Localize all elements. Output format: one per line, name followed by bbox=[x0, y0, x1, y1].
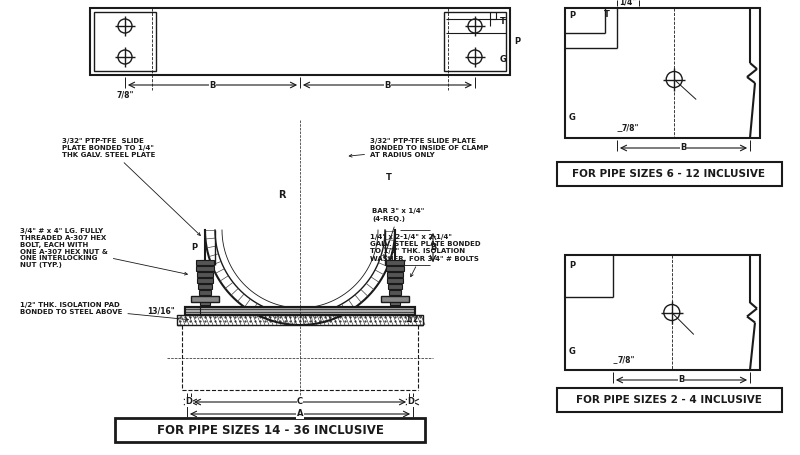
Text: P: P bbox=[514, 37, 520, 46]
Text: B: B bbox=[210, 81, 216, 90]
Text: B: B bbox=[430, 243, 436, 252]
Bar bbox=[185, 307, 415, 315]
Text: 7/8": 7/8" bbox=[116, 91, 134, 100]
Text: D: D bbox=[407, 398, 414, 406]
Bar bbox=[386, 260, 404, 265]
Text: D: D bbox=[186, 398, 193, 406]
Text: P: P bbox=[569, 11, 575, 20]
Text: FOR PIPE SIZES 2 - 4 INCLUSIVE: FOR PIPE SIZES 2 - 4 INCLUSIVE bbox=[576, 395, 762, 405]
Text: T: T bbox=[604, 10, 610, 19]
Text: P: P bbox=[191, 243, 197, 252]
Bar bbox=[185, 307, 415, 315]
Text: FOR PIPE SIZES 6 - 12 INCLUSIVE: FOR PIPE SIZES 6 - 12 INCLUSIVE bbox=[573, 169, 766, 179]
Text: R: R bbox=[278, 190, 286, 200]
Bar bbox=[386, 266, 404, 271]
Text: T: T bbox=[386, 173, 392, 182]
Text: 3/32" PTP-TFE SLIDE PLATE
BONDED TO INSIDE OF CLAMP
AT RADIUS ONLY: 3/32" PTP-TFE SLIDE PLATE BONDED TO INSI… bbox=[349, 138, 488, 158]
Bar bbox=[196, 260, 214, 265]
Bar bbox=[94, 12, 156, 71]
Bar bbox=[177, 315, 423, 325]
Text: 1/2" THK. ISOLATION PAD
BONDED TO STEEL ABOVE: 1/2" THK. ISOLATION PAD BONDED TO STEEL … bbox=[20, 302, 188, 321]
Bar bbox=[387, 278, 403, 283]
Bar bbox=[565, 8, 760, 138]
Bar bbox=[191, 296, 219, 302]
Bar bbox=[565, 255, 760, 370]
Text: 1/4": 1/4" bbox=[619, 0, 637, 6]
Bar bbox=[389, 290, 401, 295]
Text: 1/2": 1/2" bbox=[405, 314, 422, 324]
Text: B: B bbox=[384, 81, 390, 90]
Bar bbox=[557, 388, 782, 412]
Text: BAR 3" x 1/4"
(4-REQ.): BAR 3" x 1/4" (4-REQ.) bbox=[372, 208, 424, 258]
Text: B: B bbox=[680, 143, 686, 152]
Text: G: G bbox=[569, 348, 576, 357]
Text: P: P bbox=[569, 261, 575, 269]
Text: 13/16": 13/16" bbox=[147, 307, 175, 315]
Bar bbox=[90, 8, 510, 75]
Bar bbox=[197, 278, 213, 283]
Text: 3/4" # x 4" LG. FULLY
THREADED A-307 HEX
BOLT, EACH WITH
ONE A-307 HEX NUT &
ONE: 3/4" # x 4" LG. FULLY THREADED A-307 HEX… bbox=[20, 228, 187, 275]
Text: A: A bbox=[297, 410, 303, 419]
Text: FOR PIPE SIZES 14 - 36 INCLUSIVE: FOR PIPE SIZES 14 - 36 INCLUSIVE bbox=[157, 424, 383, 436]
Bar bbox=[381, 296, 409, 302]
Text: 1/4" x 2-1/4" x 2-1/4"
GALV. STEEL PLATE BONDED
TO 1/2" THK. ISOLATION
WASHER, F: 1/4" x 2-1/4" x 2-1/4" GALV. STEEL PLATE… bbox=[370, 234, 481, 277]
Text: G: G bbox=[500, 55, 507, 64]
Bar bbox=[390, 260, 400, 305]
Bar bbox=[115, 418, 425, 442]
Bar bbox=[199, 290, 211, 295]
Text: T: T bbox=[500, 17, 506, 26]
Text: B: B bbox=[678, 375, 685, 384]
Text: C: C bbox=[297, 398, 303, 406]
Bar bbox=[444, 12, 506, 71]
Bar bbox=[557, 162, 782, 186]
Bar bbox=[200, 260, 210, 305]
Bar bbox=[198, 284, 212, 289]
Bar bbox=[388, 284, 402, 289]
Text: 7/8": 7/8" bbox=[617, 355, 634, 364]
Text: G: G bbox=[569, 113, 576, 122]
Bar bbox=[197, 272, 213, 277]
Text: 7/8": 7/8" bbox=[622, 123, 639, 132]
Text: 3/32" PTP-TFE  SLIDE
PLATE BONDED TO 1/4"
THK GALV. STEEL PLATE: 3/32" PTP-TFE SLIDE PLATE BONDED TO 1/4"… bbox=[62, 138, 200, 235]
Bar bbox=[196, 266, 214, 271]
Bar bbox=[387, 272, 403, 277]
